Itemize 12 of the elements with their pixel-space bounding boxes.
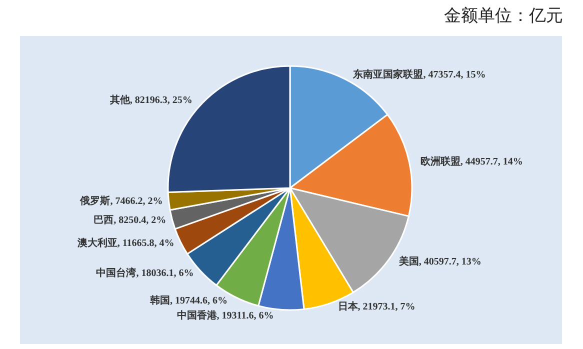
slice-label: 中国香港, 19311.6, 6% — [176, 310, 274, 322]
slice-label: 其他, 82196.3, 25% — [108, 94, 192, 106]
slice-label: 美国, 40597.7, 13% — [398, 256, 482, 268]
slice-label: 日本, 21973.1, 7% — [338, 300, 416, 313]
slice-label: 韩国, 19744.6, 6% — [149, 294, 228, 307]
slice-label: 中国台湾, 18036.1, 6% — [96, 267, 194, 280]
slice-label: 巴西, 8250.4, 2% — [94, 215, 166, 226]
slice-label: 东南亚国家联盟, 47357.4, 15% — [352, 68, 486, 81]
text: 金额单位：亿元 — [444, 5, 563, 27]
slice-label: 欧洲联盟, 44957.7, 14% — [420, 156, 523, 168]
slice-label: 俄罗斯, 7466.2, 2% — [79, 195, 163, 208]
slice-label: 澳大利亚, 11665.8, 4% — [76, 237, 174, 250]
